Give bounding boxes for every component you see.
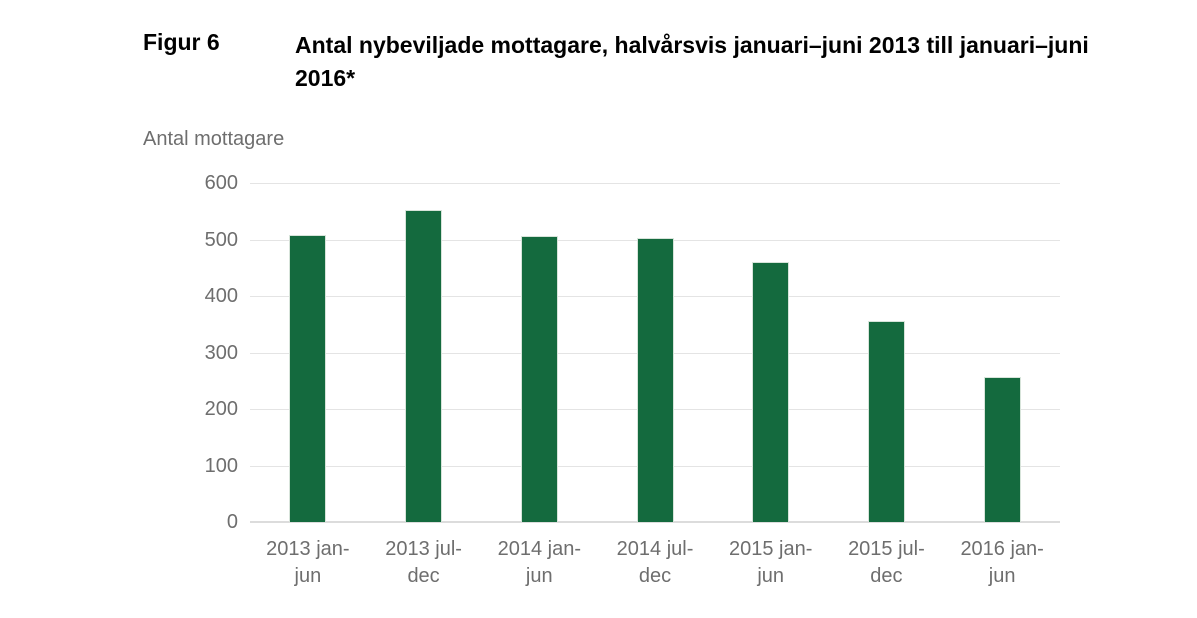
figure-number-label: Figur 6 [143, 29, 220, 55]
y-tick-label: 100 [204, 454, 238, 477]
x-tick-label-line1: 2013 jul- [385, 538, 462, 560]
y-tick-label: 400 [204, 285, 238, 307]
x-tick-label-line2: jun [294, 565, 322, 587]
x-tick-label: 2015 jan-jun [713, 536, 829, 590]
y-tick-label: 300 [204, 341, 238, 364]
y-axis-title: Antal mottagare [143, 128, 285, 150]
bar-2013-jul-dec [405, 210, 443, 522]
figure-title: Antal nybeviljade mottagare, halvårsvis … [295, 32, 1089, 91]
x-tick-label: 2016 jan-jun [944, 536, 1060, 590]
x-tick-label-line2: jun [988, 565, 1016, 587]
x-tick-label-line2: jun [525, 565, 553, 587]
bar-2015-jul-dec [867, 320, 905, 522]
x-tick-label-line1: 2013 jan- [266, 538, 350, 560]
bar-2013-jan-jun [289, 234, 327, 522]
x-tick-label: 2014 jan-jun [481, 536, 597, 590]
x-tick-label-line1: 2014 jan- [497, 538, 581, 560]
x-tick-label-line2: dec [870, 565, 903, 587]
x-tick-label-line1: 2014 jul- [616, 538, 694, 560]
x-axis: 2013 jan-jun 2013 jul-dec 2014 jan-jun 2014… [250, 536, 1060, 596]
x-tick-label-line2: jun [757, 565, 785, 587]
x-tick-label: 2014 jul-dec [597, 536, 713, 590]
x-tick-label: 2013 jul-dec [366, 536, 482, 590]
x-tick-label: 2015 jul-dec [828, 536, 944, 590]
x-axis-baseline [250, 521, 1060, 523]
y-tick-label: 600 [204, 172, 238, 194]
x-tick-label-line1: 2015 jul- [848, 538, 925, 560]
y-tick-label: 200 [204, 398, 238, 420]
bar-2014-jul-dec [636, 238, 674, 522]
plot-area [250, 183, 1060, 523]
bar-2015-jan-jun [752, 261, 790, 522]
x-tick-label-line2: dec [407, 565, 440, 587]
x-tick-label-line2: dec [638, 565, 672, 587]
gridline [250, 183, 1060, 184]
bar-2016-jan-jun [983, 376, 1021, 522]
bar-2014-jan-jun [520, 236, 558, 522]
x-tick-label-line1: 2016 jan- [960, 538, 1044, 560]
x-tick-label-line1: 2015 jan- [729, 538, 813, 560]
y-axis: 0 100 200 300 400 500 600 [140, 172, 238, 533]
y-tick-label: 500 [204, 228, 238, 251]
x-tick-label: 2013 jan-jun [250, 536, 366, 590]
y-tick-label: 0 [226, 511, 238, 533]
